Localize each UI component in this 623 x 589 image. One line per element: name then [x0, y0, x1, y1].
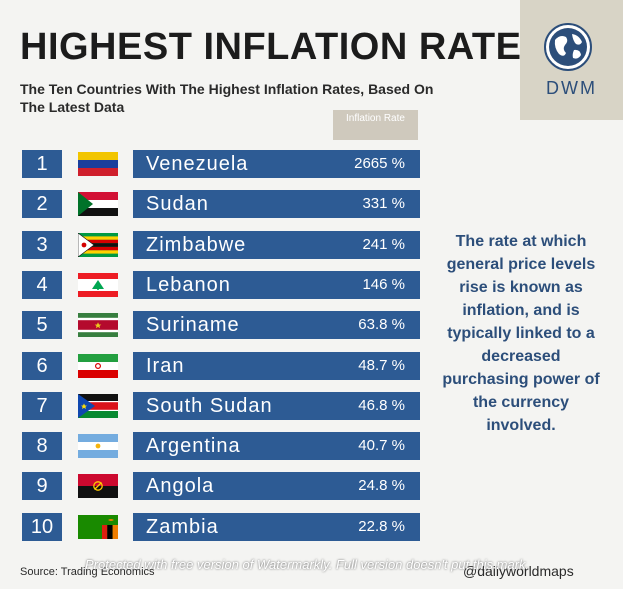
- watermark: Protected with free version of Watermark…: [85, 557, 530, 572]
- zimbabwe-flag-icon: [78, 232, 118, 257]
- zambia-flag-icon: [78, 514, 118, 539]
- inflation-rate-value: 241 %: [362, 235, 405, 253]
- rank-number: 1: [22, 150, 62, 178]
- table-row-angola: 9 Angola 24.8 %: [0, 472, 623, 502]
- rank-number: 5: [22, 311, 62, 340]
- brand-name: DWM: [546, 78, 597, 98]
- rank-number: 8: [22, 432, 62, 461]
- angola-flag-icon: [78, 474, 118, 499]
- argentina-flag-icon: [78, 434, 118, 459]
- country-bar: Lebanon 146 %: [133, 270, 420, 299]
- rank-number: 3: [22, 230, 62, 259]
- rank-number: 2: [22, 190, 62, 219]
- country-bar: South Sudan 46.8 %: [133, 391, 420, 420]
- table-row-south-sudan: 7 South Sudan 46.8 %: [0, 391, 623, 422]
- column-header-inflation-rate: Inflation Rate: [333, 110, 418, 140]
- country-bar: Sudan 331 %: [133, 190, 420, 219]
- table-row-suriname: 5 Suriname 63.8 %: [0, 311, 623, 341]
- brand-logo: DWM: [520, 0, 623, 120]
- country-bar: Argentina 40.7 %: [133, 432, 420, 461]
- country-name: Zambia: [146, 515, 219, 538]
- page-subtitle: The Ten Countries With The Highest Infla…: [20, 81, 434, 115]
- inflation-description: The rate at which general price levels r…: [442, 233, 600, 434]
- rank-number: 10: [22, 512, 62, 541]
- rank-number: 9: [22, 472, 62, 501]
- inflation-rate-value: 24.8 %: [358, 477, 405, 495]
- inflation-rate-value: 63.8 %: [358, 316, 405, 334]
- iran-flag-icon: [78, 353, 118, 378]
- inflation-rate-value: 146 %: [362, 275, 405, 293]
- south-sudan-flag-icon: [78, 393, 118, 418]
- table-row-venezuela: 1 Venezuela 2665 %: [0, 150, 623, 180]
- rank-number: 4: [22, 270, 62, 299]
- country-bar: Zambia 22.8 %: [133, 512, 420, 541]
- country-name: Argentina: [146, 435, 241, 458]
- rank-number: 6: [22, 351, 62, 380]
- country-name: Suriname: [146, 314, 240, 337]
- inflation-rate-value: 40.7 %: [358, 437, 405, 455]
- globe-icon: [544, 23, 592, 71]
- social-handle: @dailyworldmaps: [463, 563, 574, 579]
- country-name: Angola: [146, 475, 215, 498]
- country-name: Zimbabwe: [146, 233, 247, 256]
- country-bar: Zimbabwe 241 %: [133, 230, 420, 259]
- country-bar: Iran 48.7 %: [133, 351, 420, 380]
- table-row-lebanon: 4 Lebanon 146 %: [0, 270, 623, 301]
- table-row-iran: 6 Iran 48.7 %: [0, 351, 623, 382]
- country-name: Sudan: [146, 193, 209, 216]
- country-bar: Venezuela 2665 %: [133, 150, 420, 178]
- lebanon-flag-icon: [78, 272, 118, 297]
- table-row-sudan: 2 Sudan 331 %: [0, 190, 623, 220]
- table-row-argentina: 8 Argentina 40.7 %: [0, 432, 623, 462]
- country-bar: Suriname 63.8 %: [133, 311, 420, 340]
- inflation-rate-value: 48.7 %: [358, 356, 405, 374]
- country-name: Lebanon: [146, 273, 231, 296]
- suriname-flag-icon: [78, 313, 118, 338]
- country-name: Iran: [146, 354, 185, 377]
- inflation-rate-value: 46.8 %: [358, 396, 405, 414]
- sudan-flag-icon: [78, 192, 118, 217]
- venezuela-flag-icon: [78, 152, 118, 176]
- country-name: South Sudan: [146, 394, 273, 417]
- inflation-rate-value: 331 %: [362, 195, 405, 213]
- country-name: Venezuela: [146, 153, 249, 175]
- source-credit: Source: Trading Economics: [20, 566, 155, 578]
- table-row-zambia: 10 Zambia 22.8 %: [0, 512, 623, 543]
- inflation-rate-value: 2665 %: [354, 155, 405, 172]
- inflation-rate-value: 22.8 %: [358, 517, 405, 535]
- page-title: HIGHEST INFLATION RATES: [20, 26, 548, 68]
- table-row-zimbabwe: 3 Zimbabwe 241 %: [0, 230, 623, 261]
- rank-number: 7: [22, 391, 62, 420]
- country-bar: Angola 24.8 %: [133, 472, 420, 501]
